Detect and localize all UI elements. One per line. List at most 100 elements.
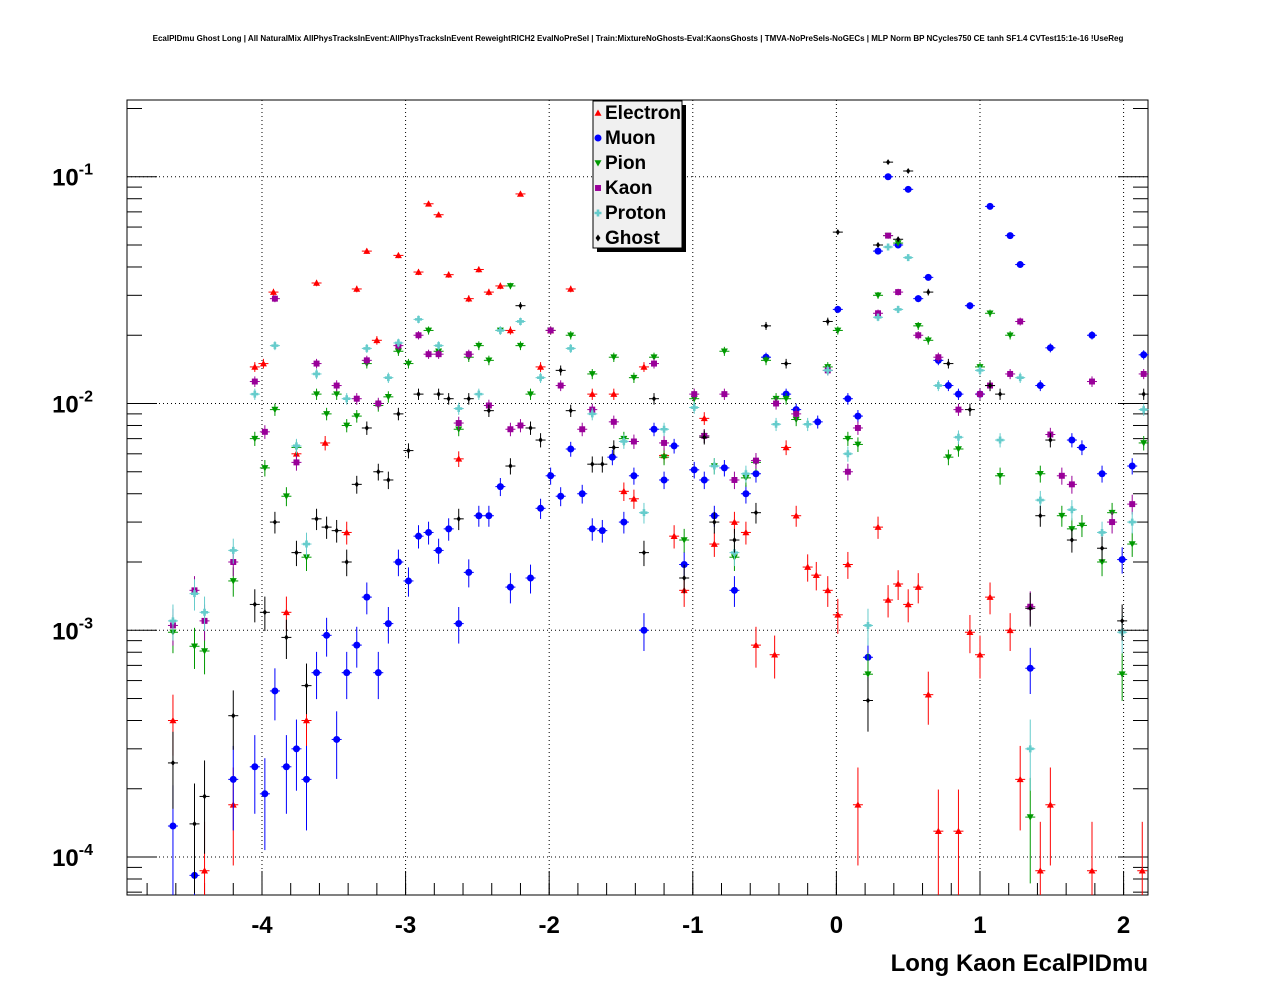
data-point [373, 651, 384, 700]
diamond-marker [376, 468, 381, 475]
diamond-marker [446, 395, 451, 402]
data-point [413, 525, 424, 549]
data-point [852, 409, 863, 423]
chart-title: EcalPIDmu Ghost Long | All NaturalMix Al… [152, 34, 1124, 43]
data-point [301, 532, 312, 557]
triangle-up-marker [485, 288, 493, 295]
diamond-marker [875, 242, 881, 249]
square-marker [579, 426, 586, 433]
data-point [515, 317, 526, 326]
legend-item-pion: Pion [594, 153, 646, 174]
y-tick-base: 10 [52, 845, 79, 872]
data-point [607, 449, 618, 466]
data-point [842, 431, 853, 446]
data-point [649, 393, 660, 405]
data-point [1015, 261, 1026, 269]
circle-marker [547, 472, 555, 480]
axes: -4 -3 -2 -1 0 1 210-110-210-310-4 [52, 107, 1148, 939]
legend-label: Electron [605, 103, 681, 124]
square-marker [455, 420, 462, 427]
data-point [413, 315, 424, 324]
data-point [873, 291, 884, 299]
data-point [608, 352, 619, 363]
data-point [453, 402, 464, 415]
triangle-up-marker [537, 363, 545, 370]
triangle-up-marker [771, 651, 779, 658]
triangle-up-marker [934, 827, 942, 834]
circle-marker [537, 504, 545, 512]
data-point [842, 446, 853, 462]
triangle-up-marker [844, 560, 852, 568]
diamond-marker [641, 549, 647, 556]
data-point [393, 251, 404, 259]
legend-item-ghost: Ghost [595, 228, 661, 249]
triangle-up-marker [640, 363, 648, 370]
square-marker [610, 418, 617, 425]
cross-marker [229, 546, 237, 554]
legend-box [592, 100, 683, 249]
circle-marker [1016, 261, 1024, 269]
data-point [923, 671, 934, 725]
data-point [985, 309, 996, 318]
data-point [719, 388, 730, 400]
data-point [985, 582, 996, 615]
data-point [597, 519, 608, 543]
data-point [1035, 380, 1046, 392]
data-point [433, 349, 444, 359]
triangle-up-marker [269, 288, 277, 295]
triangle-down-marker [864, 671, 872, 678]
triangle-down-marker [914, 323, 922, 330]
data-point [729, 576, 740, 607]
data-point [463, 393, 474, 405]
data-point [351, 409, 362, 423]
triangle-up-marker [966, 628, 974, 636]
diamond-marker [344, 559, 349, 566]
y-tick-base: 10 [52, 392, 79, 419]
data-point [268, 288, 279, 296]
diamond-marker [611, 444, 616, 451]
diamond-marker [304, 682, 309, 689]
data-point [311, 388, 322, 400]
triangle-up-marker [782, 443, 790, 451]
circle-marker [1118, 556, 1126, 564]
circle-marker [924, 273, 932, 281]
diamond-marker [600, 461, 605, 468]
data-point [351, 285, 362, 293]
cross-marker [690, 404, 698, 412]
cross-marker [640, 509, 648, 517]
data-point [933, 380, 944, 392]
x-tick-label: 0 [830, 912, 843, 939]
square-marker [1129, 501, 1136, 508]
circle-marker [169, 822, 177, 830]
data-point [832, 598, 843, 634]
diamond-marker [538, 437, 543, 444]
diamond-marker [436, 391, 441, 398]
data-point [373, 463, 384, 481]
data-point [1045, 767, 1056, 866]
data-point [249, 362, 260, 372]
data-point [750, 453, 761, 469]
data-point [249, 431, 260, 446]
data-point [852, 767, 863, 866]
data-point [649, 358, 660, 369]
data-point [1025, 777, 1036, 884]
data-point [258, 358, 269, 369]
cross-marker [1098, 528, 1106, 536]
x-tick-label: -3 [395, 912, 416, 939]
legend-label: Kaon [605, 178, 653, 199]
triangle-down-marker [261, 465, 269, 472]
data-point [1127, 458, 1138, 475]
square-marker [854, 424, 861, 431]
data-point [933, 789, 944, 895]
data-point [413, 388, 424, 400]
triangle-up-marker [752, 641, 760, 648]
diamond-marker [354, 481, 359, 488]
cross-marker [455, 405, 463, 413]
data-point [525, 388, 536, 400]
data-point [281, 619, 292, 659]
square-marker [915, 332, 922, 339]
data-point [1015, 372, 1026, 383]
data-point [321, 516, 332, 539]
data-point [483, 355, 494, 366]
diamond-marker [192, 820, 197, 827]
